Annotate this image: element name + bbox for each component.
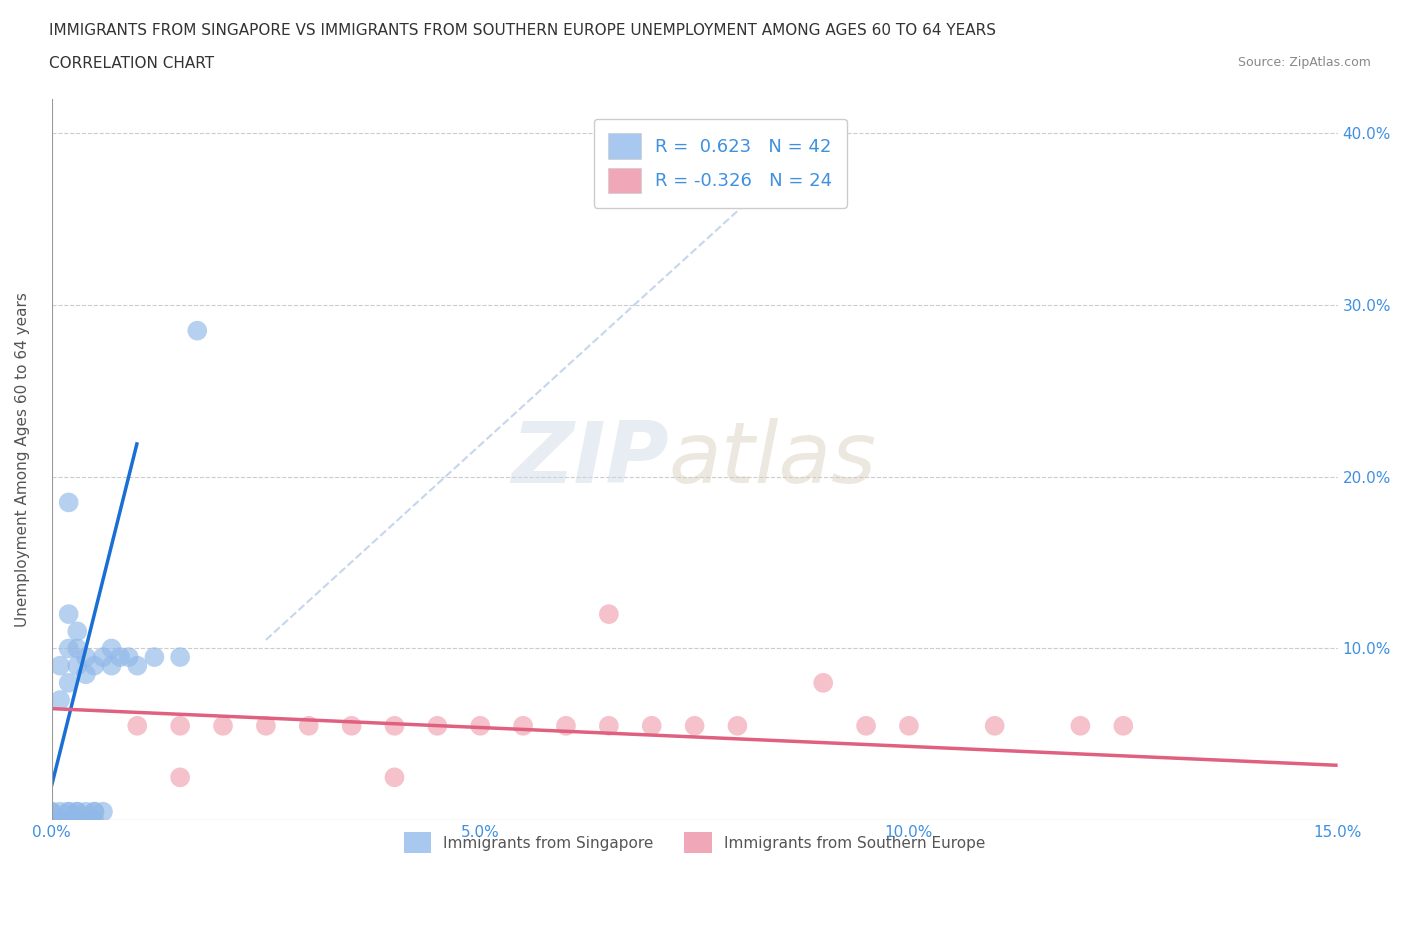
Point bbox=[470, 718, 492, 733]
Point bbox=[254, 718, 277, 733]
Point bbox=[384, 718, 406, 733]
Point bbox=[58, 813, 80, 828]
Point bbox=[426, 718, 449, 733]
Point bbox=[186, 324, 208, 339]
Point bbox=[83, 813, 105, 828]
Point bbox=[127, 718, 149, 733]
Point bbox=[66, 804, 89, 819]
Point bbox=[118, 650, 141, 665]
Point bbox=[555, 718, 578, 733]
Point bbox=[75, 804, 97, 819]
Point bbox=[49, 813, 72, 828]
Point bbox=[212, 718, 235, 733]
Point bbox=[598, 718, 620, 733]
Point bbox=[58, 641, 80, 656]
Point bbox=[811, 675, 834, 690]
Point bbox=[58, 675, 80, 690]
Point bbox=[83, 804, 105, 819]
Point bbox=[91, 804, 114, 819]
Point bbox=[41, 813, 63, 828]
Point bbox=[897, 718, 920, 733]
Point bbox=[75, 650, 97, 665]
Point bbox=[41, 813, 63, 828]
Text: CORRELATION CHART: CORRELATION CHART bbox=[49, 56, 214, 71]
Point bbox=[1069, 718, 1091, 733]
Point bbox=[41, 804, 63, 819]
Point bbox=[83, 658, 105, 673]
Text: atlas: atlas bbox=[669, 418, 877, 501]
Point bbox=[58, 495, 80, 510]
Text: IMMIGRANTS FROM SINGAPORE VS IMMIGRANTS FROM SOUTHERN EUROPE UNEMPLOYMENT AMONG : IMMIGRANTS FROM SINGAPORE VS IMMIGRANTS … bbox=[49, 23, 997, 38]
Point bbox=[66, 624, 89, 639]
Point bbox=[169, 650, 191, 665]
Point bbox=[169, 770, 191, 785]
Point bbox=[100, 658, 122, 673]
Point bbox=[41, 804, 63, 819]
Text: ZIP: ZIP bbox=[512, 418, 669, 501]
Point bbox=[727, 718, 749, 733]
Point bbox=[41, 813, 63, 828]
Point bbox=[75, 667, 97, 682]
Point bbox=[108, 650, 131, 665]
Point bbox=[41, 813, 63, 828]
Point bbox=[169, 718, 191, 733]
Point bbox=[641, 718, 664, 733]
Point bbox=[598, 606, 620, 621]
Point bbox=[66, 804, 89, 819]
Point bbox=[1112, 718, 1135, 733]
Point bbox=[100, 641, 122, 656]
Point bbox=[143, 650, 166, 665]
Point bbox=[58, 606, 80, 621]
Point bbox=[855, 718, 877, 733]
Point bbox=[58, 804, 80, 819]
Point bbox=[983, 718, 1005, 733]
Legend: Immigrants from Singapore, Immigrants from Southern Europe: Immigrants from Singapore, Immigrants fr… bbox=[398, 826, 991, 859]
Point bbox=[49, 658, 72, 673]
Point bbox=[340, 718, 363, 733]
Point bbox=[683, 718, 706, 733]
Point bbox=[127, 658, 149, 673]
Point bbox=[49, 693, 72, 708]
Point bbox=[384, 770, 406, 785]
Point bbox=[58, 804, 80, 819]
Point bbox=[298, 718, 321, 733]
Text: Source: ZipAtlas.com: Source: ZipAtlas.com bbox=[1237, 56, 1371, 69]
Y-axis label: Unemployment Among Ages 60 to 64 years: Unemployment Among Ages 60 to 64 years bbox=[15, 292, 30, 627]
Point bbox=[83, 804, 105, 819]
Point bbox=[512, 718, 534, 733]
Point bbox=[75, 813, 97, 828]
Point bbox=[91, 650, 114, 665]
Point bbox=[66, 658, 89, 673]
Point bbox=[66, 813, 89, 828]
Point bbox=[49, 804, 72, 819]
Point bbox=[41, 813, 63, 828]
Point bbox=[66, 641, 89, 656]
